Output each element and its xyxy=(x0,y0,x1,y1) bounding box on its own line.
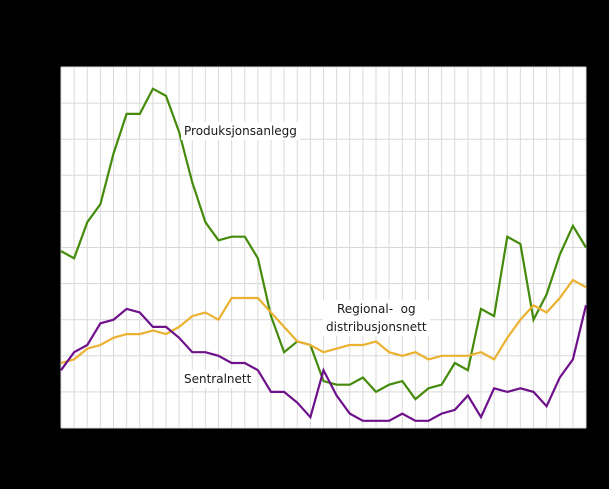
series-lines xyxy=(60,87,588,422)
annotation-regional-distribusjonsnett: Regional- og distribusjonsnett xyxy=(323,300,430,336)
annotation-text: Sentralnett xyxy=(184,372,252,386)
annotation-text: Produksjonsanlegg xyxy=(184,124,297,138)
series-line-regional-og-distribusjonsnett xyxy=(60,278,587,365)
annotation-text-line2: distribusjonsnett xyxy=(326,320,427,334)
series-line-sentralnett xyxy=(60,305,588,422)
gridlines xyxy=(60,66,587,429)
series-line-produksjonsanlegg xyxy=(60,87,587,401)
annotation-text-line1: Regional- og xyxy=(336,302,416,316)
annotation-produksjonsanlegg: Produksjonsanlegg xyxy=(181,122,300,140)
annotation-sentralnett: Sentralnett xyxy=(181,370,255,388)
